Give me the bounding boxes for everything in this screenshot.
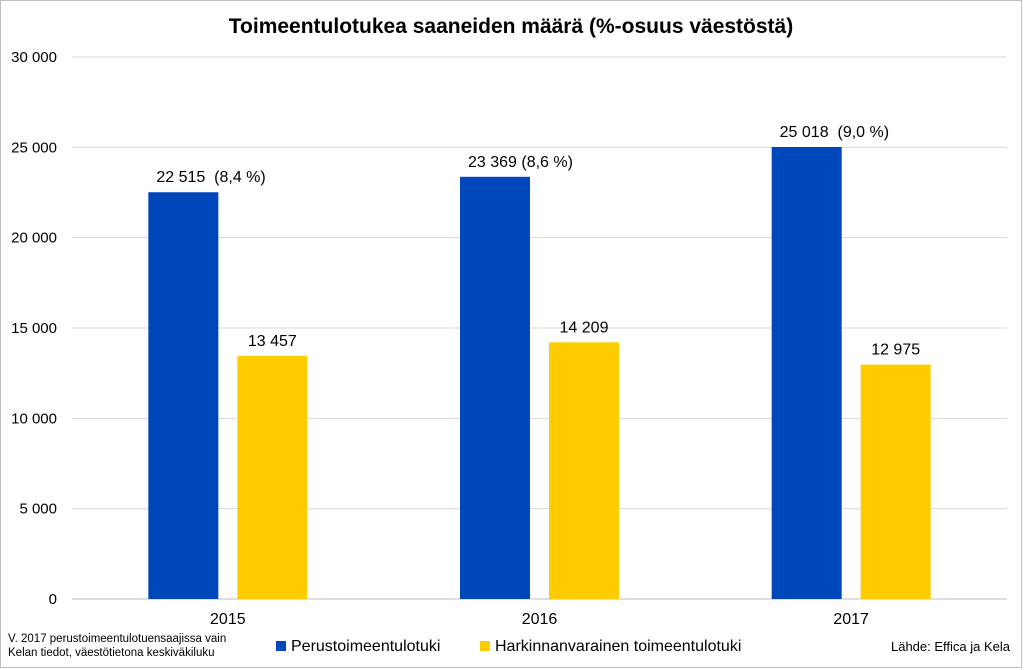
gridlines xyxy=(72,56,1007,600)
data-labels: 22 515 (8,4 %) 13 457 23 369 (8,6 %) 14 209… xyxy=(156,124,920,359)
data-label: 25 018 (9,0 %) xyxy=(780,124,889,141)
data-label: 14 209 xyxy=(560,319,609,336)
source-note: Lähde: Effica ja Kela xyxy=(891,639,1011,654)
y-tick-label: 0 xyxy=(49,591,57,608)
bar-perus-2015 xyxy=(148,192,219,599)
y-tick-label: 20 000 xyxy=(11,230,57,247)
bars xyxy=(148,147,931,600)
data-label: 13 457 xyxy=(248,333,297,350)
x-category-label: 2016 xyxy=(522,611,558,628)
legend-item-harkinnan: Harkinnanvarainen toimeentulotuki xyxy=(480,638,741,655)
bar-perus-2016 xyxy=(460,176,530,600)
bar-harkinnan-2017 xyxy=(860,364,931,599)
y-tick-label: 5 000 xyxy=(19,501,57,518)
legend-item-perus: Perustoimeentulotuki xyxy=(276,638,440,655)
x-category-label: 2017 xyxy=(833,611,869,628)
y-tick-label: 25 000 xyxy=(11,139,57,156)
footnote-line-1: V. 2017 perustoimeentulotuensaajissa vai… xyxy=(8,633,226,645)
bar-harkinnan-2015 xyxy=(237,355,308,599)
legend-label: Perustoimeentulotuki xyxy=(291,638,440,655)
x-category-label: 2015 xyxy=(210,611,246,628)
bar-harkinnan-2016 xyxy=(549,342,619,599)
y-tick-label: 10 000 xyxy=(11,410,57,427)
chart-title: Toimeentulotukea saaneiden määrä (%-osuu… xyxy=(229,15,793,38)
y-tick-label: 15 000 xyxy=(11,320,57,337)
x-axis-categories: 2015 2016 2017 xyxy=(210,611,869,628)
y-tick-label: 30 000 xyxy=(11,49,57,66)
data-label: 12 975 xyxy=(871,342,920,359)
bar-perus-2017 xyxy=(771,147,842,600)
legend: Perustoimeentulotuki Harkinnanvarainen to… xyxy=(276,638,741,655)
data-label: 22 515 (8,4 %) xyxy=(156,169,265,186)
footnote-line-2: Kelan tiedot, väestötietona keskiväkiluk… xyxy=(8,647,214,659)
legend-label: Harkinnanvarainen toimeentulotuki xyxy=(495,638,741,655)
data-label: 23 369 (8,6 %) xyxy=(468,154,573,171)
legend-swatch xyxy=(276,641,286,651)
y-axis-ticks: 0 5 000 10 000 15 000 20 000 25 000 30 000 xyxy=(11,49,57,608)
legend-swatch xyxy=(480,641,490,651)
